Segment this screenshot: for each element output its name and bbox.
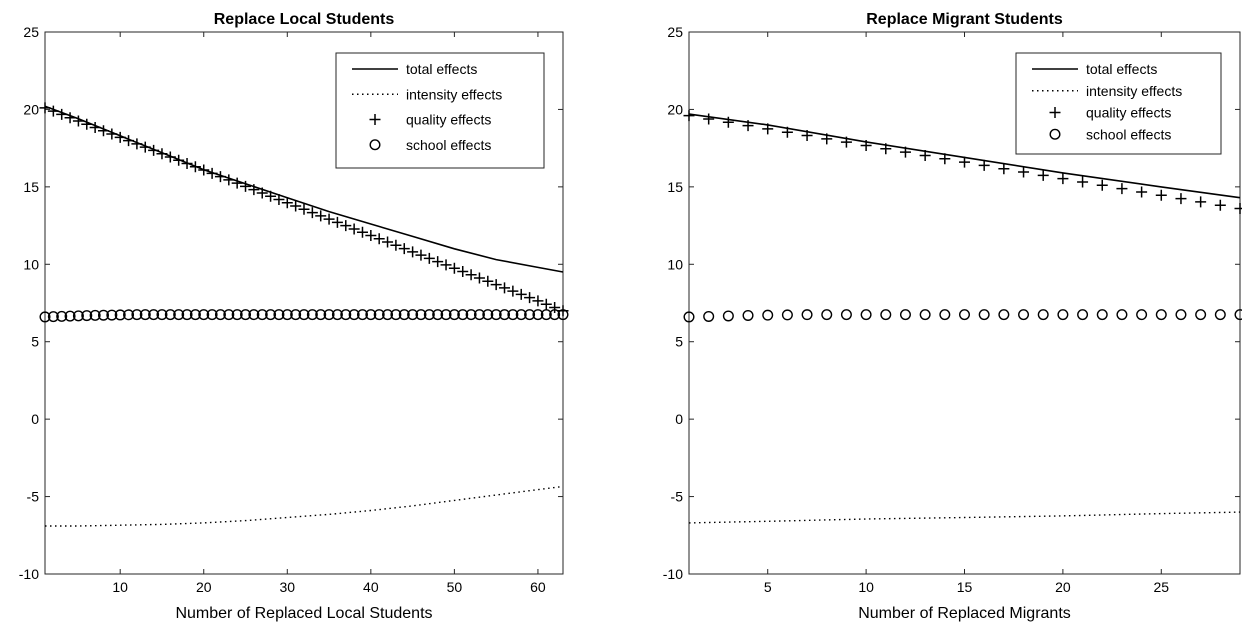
school-effects-point bbox=[1097, 310, 1107, 320]
school-effects-point bbox=[1176, 310, 1186, 320]
quality-effects-point bbox=[1038, 170, 1049, 181]
x-axis-label: Number of Replaced Local Students bbox=[175, 605, 432, 622]
school-effects-point bbox=[783, 310, 793, 320]
school-effects-point bbox=[724, 311, 734, 321]
quality-effects-point bbox=[1156, 190, 1167, 201]
quality-effects-point bbox=[684, 110, 695, 121]
school-effects-point bbox=[979, 310, 989, 320]
legend-label: quality effects bbox=[406, 112, 491, 128]
y-tick-label: 20 bbox=[667, 101, 683, 117]
y-tick-label: 25 bbox=[23, 24, 39, 40]
quality-effects-point bbox=[1018, 167, 1029, 178]
series-circle bbox=[684, 310, 1242, 322]
y-tick-label: 10 bbox=[667, 256, 683, 272]
chart-title: Replace Local Students bbox=[214, 11, 395, 28]
school-effects-point bbox=[1058, 310, 1068, 320]
legend-label: intensity effects bbox=[406, 86, 502, 102]
school-effects-point bbox=[940, 310, 950, 320]
school-effects-point bbox=[842, 310, 852, 320]
legend: total effects intensity effects quality ef… bbox=[1016, 53, 1221, 154]
school-effects-point bbox=[861, 310, 871, 320]
school-effects-point bbox=[802, 310, 812, 320]
y-tick-label: 5 bbox=[675, 334, 683, 350]
intensity-effects-line bbox=[689, 512, 1240, 523]
quality-effects-point bbox=[1097, 180, 1108, 191]
x-tick-label: 25 bbox=[1153, 579, 1169, 595]
series-dotted bbox=[45, 487, 563, 527]
chart-title: Replace Migrant Students bbox=[866, 11, 1063, 28]
quality-effects-point bbox=[1195, 196, 1206, 207]
quality-effects-point bbox=[703, 113, 714, 124]
quality-effects-point bbox=[1175, 193, 1186, 204]
x-tick-label: 5 bbox=[764, 579, 772, 595]
school-effects-point bbox=[920, 310, 930, 320]
chart-panel-2: -10 -5 0 5 10 15 20 25 5 10 15 20 25 Replace Migrant … bbox=[663, 11, 1242, 622]
y-tick-label: 0 bbox=[31, 411, 39, 427]
x-tick-label: 15 bbox=[957, 579, 973, 595]
legend-label: total effects bbox=[1086, 61, 1157, 77]
legend-label: school effects bbox=[406, 137, 491, 153]
school-effects-point bbox=[1078, 310, 1088, 320]
quality-effects-point bbox=[1057, 173, 1068, 184]
legend: total effects intensity effects quality ef… bbox=[336, 53, 544, 168]
y-tick-label: 20 bbox=[23, 101, 39, 117]
y-tick-label: 25 bbox=[667, 24, 683, 40]
y-tick-label: -5 bbox=[27, 489, 40, 505]
y-tick-label: -10 bbox=[19, 566, 39, 582]
intensity-effects-line bbox=[45, 487, 563, 527]
school-effects-point bbox=[1156, 310, 1166, 320]
school-effects-point bbox=[743, 311, 753, 321]
x-tick-label: 60 bbox=[530, 579, 546, 595]
school-effects-point bbox=[1019, 310, 1029, 320]
x-tick-label: 10 bbox=[858, 579, 874, 595]
y-tick-label: 0 bbox=[675, 411, 683, 427]
y-tick-label: 15 bbox=[667, 179, 683, 195]
series-dotted bbox=[689, 512, 1240, 523]
quality-effects-point bbox=[1077, 176, 1088, 187]
quality-effects-point bbox=[1136, 186, 1147, 197]
legend-label: intensity effects bbox=[1086, 83, 1182, 99]
y-tick-label: -10 bbox=[663, 566, 683, 582]
school-effects-point bbox=[1038, 310, 1048, 320]
chart-panel-1: -10 -5 0 5 10 15 20 25 10 20 30 40 50 60 Replace Local… bbox=[19, 11, 569, 622]
legend-label: school effects bbox=[1086, 126, 1171, 142]
y-tick-label: 5 bbox=[31, 334, 39, 350]
school-effects-point bbox=[881, 310, 891, 320]
x-tick-label: 20 bbox=[196, 579, 212, 595]
school-effects-point bbox=[901, 310, 911, 320]
quality-effects-point bbox=[1235, 203, 1242, 214]
x-tick-label: 40 bbox=[363, 579, 379, 595]
series-circle bbox=[40, 310, 568, 322]
school-effects-point bbox=[1117, 310, 1127, 320]
school-effects-point bbox=[822, 310, 832, 320]
legend-label: total effects bbox=[406, 61, 477, 77]
y-tick-label: 15 bbox=[23, 179, 39, 195]
quality-effects-point bbox=[1215, 200, 1226, 211]
school-effects-point bbox=[704, 312, 714, 322]
x-tick-label: 50 bbox=[447, 579, 463, 595]
y-tick-label: 10 bbox=[23, 256, 39, 272]
legend-label: quality effects bbox=[1086, 105, 1171, 121]
school-effects-point bbox=[960, 310, 970, 320]
school-effects-point bbox=[1235, 310, 1242, 320]
y-tick-label: -5 bbox=[671, 489, 684, 505]
x-tick-label: 20 bbox=[1055, 579, 1071, 595]
school-effects-point bbox=[763, 310, 773, 320]
school-effects-point bbox=[1196, 310, 1206, 320]
school-effects-point bbox=[1216, 310, 1226, 320]
x-tick-label: 30 bbox=[280, 579, 296, 595]
quality-effects-point bbox=[1116, 183, 1127, 194]
school-effects-point bbox=[999, 310, 1009, 320]
x-tick-label: 10 bbox=[112, 579, 128, 595]
x-axis-label: Number of Replaced Migrants bbox=[858, 605, 1071, 622]
school-effects-point bbox=[1137, 310, 1147, 320]
